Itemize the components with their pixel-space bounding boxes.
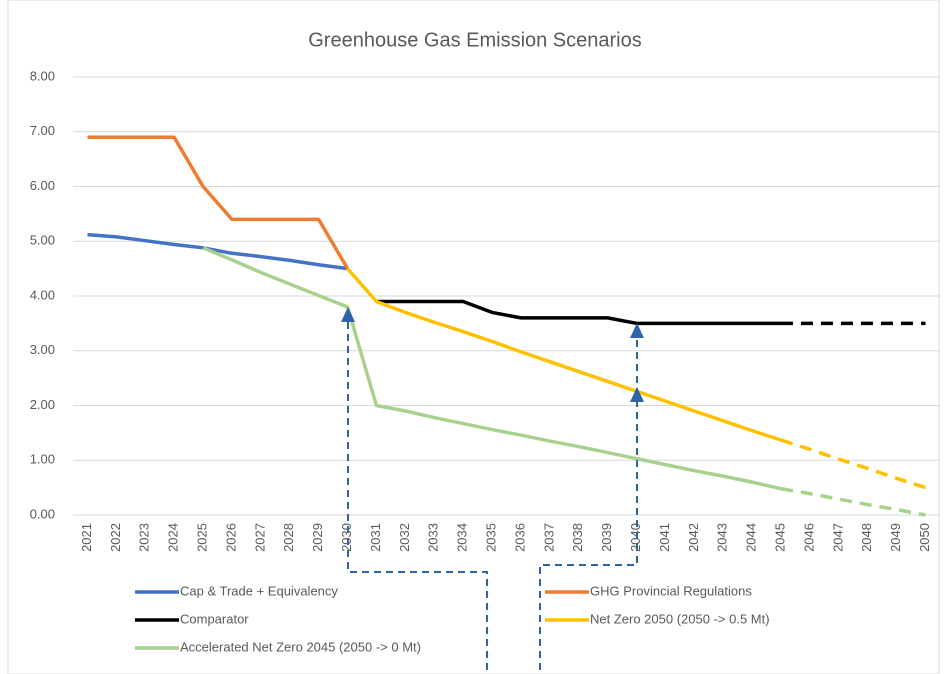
x-tick-label: 2048	[859, 523, 874, 552]
legend-label: Comparator	[180, 611, 249, 626]
x-tick-label: 2047	[830, 523, 845, 552]
series-line	[202, 246, 782, 491]
y-tick-label: 3.00	[30, 342, 55, 357]
series-line	[87, 232, 348, 271]
x-tick-label: 2031	[368, 523, 383, 552]
x-tick-label: 2030	[339, 523, 354, 552]
x-tick-label: 2022	[108, 523, 123, 552]
y-tick-label: 6.00	[30, 178, 55, 193]
legend-label: Cap & Trade + Equivalency	[180, 583, 338, 598]
x-tick-label: 2024	[166, 523, 181, 552]
y-tick-label: 8.00	[30, 68, 55, 83]
y-tick-label: 2.00	[30, 397, 55, 412]
annotation-arrowhead	[341, 307, 355, 322]
x-tick-label: 2046	[801, 523, 816, 552]
x-tick-label: 2043	[715, 523, 730, 552]
x-tick-label: 2041	[657, 523, 672, 552]
chart-border	[7, 0, 940, 674]
x-tick-label: 2036	[512, 523, 527, 552]
x-tick-label: 2040	[628, 523, 643, 552]
x-tick-label: 2023	[137, 523, 152, 552]
x-tick-label: 2029	[310, 523, 325, 552]
x-tick-label: 2049	[888, 523, 903, 552]
x-tick-label: 2028	[281, 523, 296, 552]
series-line	[87, 135, 350, 270]
legend-label: Accelerated Net Zero 2045 (2050 -> 0 Mt)	[180, 639, 421, 654]
x-tick-label: 2027	[252, 523, 267, 552]
x-tick-label: 2050	[917, 523, 932, 552]
x-tick-label: 2038	[570, 523, 585, 552]
annotation-bracket	[539, 328, 638, 674]
series-line	[780, 438, 927, 490]
chart-title: Greenhouse Gas Emission Scenarios	[308, 29, 642, 51]
y-tick-label: 5.00	[30, 233, 55, 248]
x-tick-label: 2025	[194, 523, 209, 552]
legend-label: Net Zero 2050 (2050 -> 0.5 Mt)	[590, 611, 770, 626]
y-tick-label: 4.00	[30, 287, 55, 302]
annotation-bracket	[347, 322, 488, 674]
annotations	[341, 307, 644, 674]
x-tick-label: 2021	[79, 523, 94, 552]
x-tick-label: 2042	[686, 523, 701, 552]
annotation-arrowhead	[630, 387, 644, 402]
y-tick-label: 1.00	[30, 452, 55, 467]
series-line	[346, 267, 782, 442]
x-tick-label: 2037	[541, 523, 556, 552]
x-tick-label: 2044	[744, 523, 759, 552]
annotation-arrowhead	[630, 323, 644, 338]
y-tick-label: 0.00	[30, 506, 55, 521]
x-tick-label: 2034	[455, 523, 470, 552]
x-tick-label: 2045	[772, 523, 787, 552]
x-tick-label: 2033	[426, 523, 441, 552]
x-tick-label: 2039	[599, 523, 614, 552]
x-tick-label: 2026	[223, 523, 238, 552]
y-tick-label: 7.00	[30, 123, 55, 138]
x-tick-label: 2035	[483, 523, 498, 552]
legend-label: GHG Provincial Regulations	[590, 583, 752, 598]
series-line	[780, 486, 926, 517]
series-line	[376, 299, 782, 326]
x-tick-label: 2032	[397, 523, 412, 552]
